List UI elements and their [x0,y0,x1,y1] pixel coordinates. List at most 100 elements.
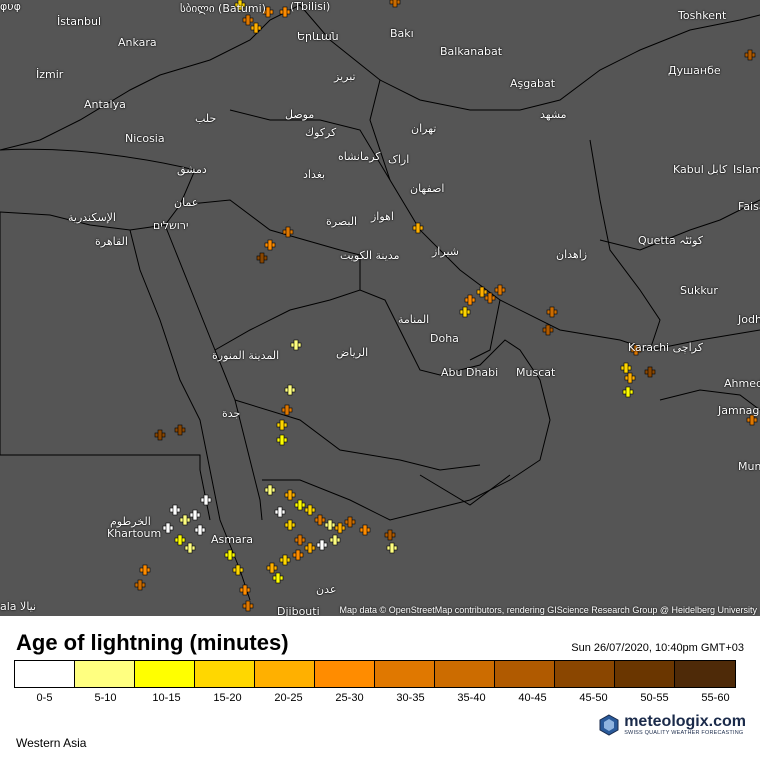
lightning-strike [274,506,286,518]
city-ahmedabad: Ahmed [724,377,760,390]
city-shiraz: شیراز [432,245,459,258]
lightning-strike [412,222,424,234]
city-ashgabat: Aşgabat [510,77,556,90]
lightning-strike [162,522,174,534]
city-arak: اراک [388,153,410,166]
scale-swatch [495,661,555,687]
scale-swatch [675,661,735,687]
city-basra: البصرة [326,215,358,228]
lightning-strike [272,572,284,584]
legend-panel: Age of lightning (minutes) Sun 26/07/202… [0,616,760,760]
scale-label: 20-25 [274,692,303,704]
lightning-strike [281,404,293,416]
lightning-strike [389,0,401,8]
city-quetta: Quetta کوئٹہ [638,234,704,247]
lightning-strike [200,494,212,506]
scale-swatch [15,661,75,687]
lightning-strike [334,522,346,534]
scale-swatch [555,661,615,687]
city-izmir: İzmir [36,68,64,81]
scale-label: 0-5 [36,692,53,704]
city-tbilisi: (Tbilisi) [290,0,331,13]
city-balkanabat: Balkanabat [440,45,503,58]
lightning-strike [344,516,356,528]
lightning-strike [476,286,488,298]
city-kuwait: مدينة الكويت [340,249,400,262]
city-doha: Doha [430,332,459,345]
lightning-strike [239,584,251,596]
lightning-strike [546,306,558,318]
lightning-strike [304,504,316,516]
city-mosul: موصل [285,108,315,121]
lightning-strike [464,294,476,306]
lightning-strike [316,539,328,551]
city-tabriz: تبریز [334,70,356,83]
lightning-strike [174,534,186,546]
lightning-strike [169,504,181,516]
lightning-strike [264,239,276,251]
city-jeddah: جدة [222,407,241,420]
city-manama: المنامة [398,313,430,326]
city-asmara: Asmara [211,533,253,546]
lightning-strike [290,339,302,351]
lightning-strike [622,386,634,398]
city-faisalabad: Faisa [738,200,760,213]
lightning-strike [746,414,758,426]
city-jodhpur: Jodh [738,313,760,326]
city-nicosia: Nicosia [125,132,165,145]
timestamp: Sun 26/07/2020, 10:40pm GMT+03 [571,642,744,654]
lightning-strike [624,372,636,384]
city-antalya: Antalya [84,98,126,111]
city-jerusalem: ירושלים [153,219,189,232]
lightning-strike [154,429,166,441]
city-damascus: دمشق [177,163,207,176]
city-cairo: القاهرة [95,235,128,248]
lightning-strike [284,384,296,396]
scale-swatch [255,661,315,687]
lightning-strike [294,534,306,546]
scale-swatch [135,661,195,687]
city-dushanbe: Душанбе [668,64,721,77]
city-sukkur: Sukkur [680,284,718,297]
scale-label: 50-55 [640,692,669,704]
city-riyadh: الرياض [336,346,369,359]
scale-label: 35-40 [457,692,486,704]
lightning-strike [542,324,554,336]
lightning-strike [242,600,254,612]
city-aden: عدن [316,583,337,596]
city-kirkuk: كركوك [305,126,337,139]
scale-swatch [315,661,375,687]
city-tehran: تهران [411,122,437,135]
lightning-strike [459,306,471,318]
lightning-map[interactable]: სბილი (Batumi) (Tbilisi) İstanbul Ankara… [0,0,760,616]
city-istanbul: İstanbul [57,15,102,28]
lightning-strike [386,542,398,554]
city-muscat: Muscat [516,366,556,379]
scale-label: 25-30 [335,692,364,704]
city-khartoum-ar: الخرطوم [110,515,151,528]
scale-swatch [435,661,495,687]
lightning-strike [294,499,306,511]
lightning-strike [189,509,201,521]
city-ankara: Ankara [118,36,157,49]
city-ahvaz: اهواز [371,210,394,223]
lightning-strike [174,424,186,436]
scale-label: 40-45 [518,692,547,704]
lightning-strike [384,529,396,541]
lightning-strike [314,514,326,526]
lightning-strike [359,524,371,536]
brand-logo[interactable]: meteologix.com SWISS QUALITY WEATHER FOR… [598,714,746,736]
city-khartoum: Khartoum [107,527,162,540]
city-mashhad: مشهد [540,108,567,121]
lightning-strike [256,252,268,264]
lightning-strike [262,6,274,18]
lightning-strike [284,519,296,531]
lightning-strike [279,6,291,18]
city-jamnagar: Jamnag [718,404,760,417]
lightning-strike [266,562,278,574]
scale-label: 5-10 [94,692,117,704]
lightning-strike [279,554,291,566]
lightning-strike [234,0,246,11]
lightning-strike [644,366,656,378]
city-karachi: Karachi کراچی [628,341,703,354]
